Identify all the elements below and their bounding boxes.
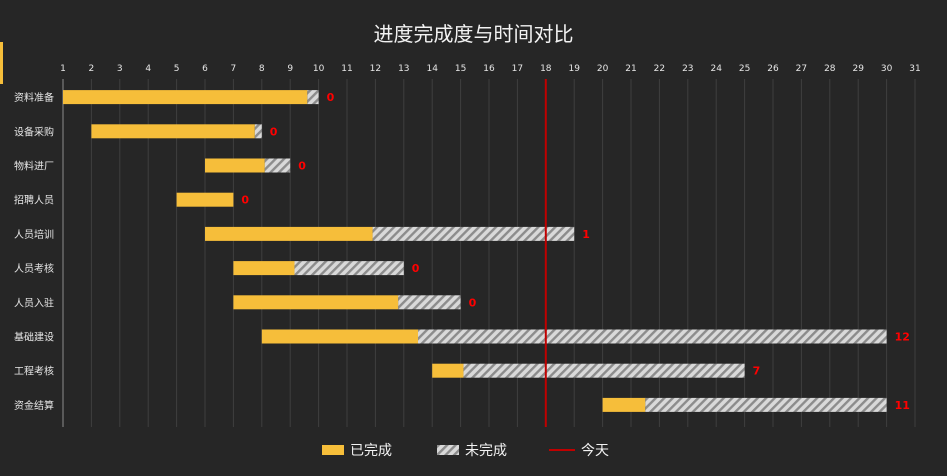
remaining-bar	[372, 226, 575, 241]
x-tick-label: 28	[824, 64, 836, 74]
legend-today-label: 今天	[581, 443, 609, 459]
completed-bar	[91, 124, 255, 139]
data-label: 0	[412, 262, 420, 275]
grid-lines	[62, 79, 916, 427]
task-label: 人员培训	[14, 228, 54, 241]
data-label: 0	[327, 91, 335, 104]
x-tick-label: 31	[909, 64, 920, 74]
x-tick-label: 16	[483, 64, 495, 74]
x-tick-label: 14	[426, 64, 438, 74]
completed-bar	[432, 363, 464, 378]
remaining-bar	[264, 158, 291, 173]
x-tick-label: 15	[455, 64, 466, 74]
x-tick-label: 5	[174, 64, 180, 74]
x-tick-label: 19	[568, 64, 580, 74]
data-label: 0	[298, 160, 306, 173]
x-tick-label: 7	[231, 64, 237, 74]
x-tick-label: 18	[540, 64, 552, 74]
data-label: 0	[469, 296, 477, 309]
legend-remaining: 未完成	[437, 440, 507, 460]
x-tick-label: 9	[287, 64, 293, 74]
data-label: 7	[753, 365, 761, 378]
gantt-chart: 1 2 3 4 5 6 7 8 9 10 11 12 13 14 15 16 17 18 19 20 21 22 23 24 2…	[14, 64, 921, 427]
accent-marker	[0, 42, 3, 84]
data-labels: 0 0 0 0 1 0 0 12 7 11	[241, 91, 910, 412]
completed-bar	[233, 261, 295, 276]
x-tick-label: 1	[60, 64, 66, 74]
completed-bar	[63, 90, 308, 105]
remaining-bar	[254, 124, 262, 139]
x-tick-label: 11	[341, 64, 352, 74]
data-label: 12	[895, 331, 910, 344]
task-label: 招聘人员	[14, 194, 54, 207]
x-tick-label: 3	[117, 64, 123, 74]
completed-bar	[205, 226, 373, 241]
remaining-bar	[398, 295, 461, 310]
legend-today-line	[549, 449, 575, 451]
x-tick-label: 30	[881, 64, 893, 74]
legend: 已完成 未完成 今天	[0, 440, 947, 460]
x-tick-label: 29	[852, 64, 864, 74]
legend-completed-label: 已完成	[350, 443, 392, 459]
completed-bar	[176, 192, 234, 207]
legend-completed: 已完成	[322, 440, 392, 460]
x-tick-labels: 1 2 3 4 5 6 7 8 9 10 11 12 13 14 15 16 17 18 19 20 21 22 23 24 2…	[60, 64, 921, 74]
task-label: 人员入驻	[14, 296, 54, 309]
remaining-bar	[645, 397, 887, 412]
x-tick-label: 22	[654, 64, 665, 74]
remaining-bar	[418, 329, 887, 344]
task-label: 资料准备	[14, 91, 54, 104]
legend-remaining-swatch	[437, 445, 459, 455]
x-tick-label: 4	[145, 64, 151, 74]
task-label: 工程考核	[14, 365, 54, 378]
x-tick-label: 17	[512, 64, 523, 74]
x-tick-label: 23	[682, 64, 693, 74]
remaining-bar	[307, 90, 319, 105]
x-tick-label: 12	[370, 64, 381, 74]
x-tick-label: 20	[597, 64, 609, 74]
x-tick-label: 6	[202, 64, 208, 74]
task-label: 资金结算	[14, 399, 54, 412]
completed-bar	[261, 329, 418, 344]
legend-today: 今天	[549, 440, 609, 460]
x-tick-label: 8	[259, 64, 265, 74]
data-label: 0	[270, 125, 278, 138]
x-tick-label: 24	[710, 64, 722, 74]
x-tick-label: 10	[313, 64, 325, 74]
task-label: 人员考核	[14, 262, 54, 275]
task-label: 设备采购	[14, 125, 54, 138]
x-tick-label: 13	[398, 64, 409, 74]
remaining-bar	[294, 261, 404, 276]
legend-remaining-label: 未完成	[465, 443, 507, 459]
legend-completed-swatch	[322, 445, 344, 455]
x-tick-label: 2	[89, 64, 95, 74]
remaining-bar	[463, 363, 745, 378]
x-tick-label: 26	[767, 64, 779, 74]
completed-bar	[205, 158, 265, 173]
task-label: 基础建设	[14, 331, 54, 344]
task-label: 物料进厂	[14, 160, 54, 173]
data-label: 11	[895, 399, 910, 412]
data-label: 0	[241, 194, 249, 207]
x-tick-label: 27	[796, 64, 807, 74]
x-tick-label: 21	[625, 64, 636, 74]
x-tick-label: 25	[739, 64, 750, 74]
data-label: 1	[582, 228, 590, 241]
completed-bar	[233, 295, 399, 310]
task-bars	[63, 90, 887, 412]
chart-title: 进度完成度与时间对比	[373, 22, 574, 46]
completed-bar	[602, 397, 646, 412]
